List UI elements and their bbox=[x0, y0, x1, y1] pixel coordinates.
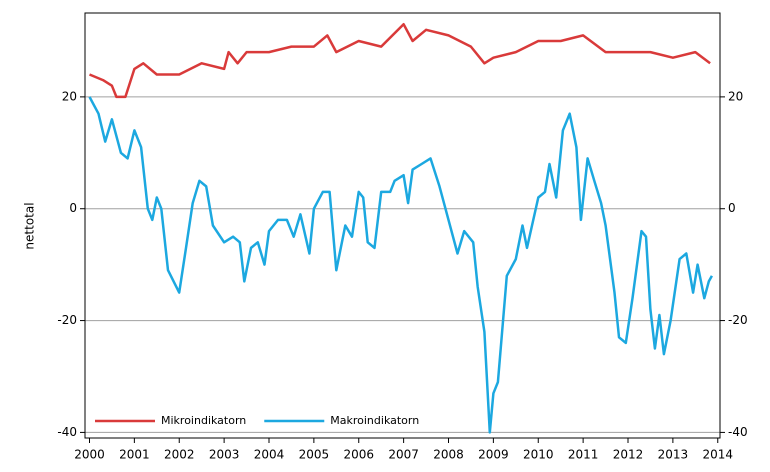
x-tick-label: 2013 bbox=[658, 448, 689, 462]
x-tick-label: 2011 bbox=[568, 448, 599, 462]
legend-label: Mikroindikatorn bbox=[161, 414, 246, 427]
x-tick-label: 2010 bbox=[523, 448, 554, 462]
y2-tick-label: -40 bbox=[728, 425, 748, 439]
x-tick-label: 2003 bbox=[209, 448, 240, 462]
y2-tick-label: -20 bbox=[728, 313, 748, 327]
x-tick-label: 2002 bbox=[164, 448, 195, 462]
x-tick-label: 2006 bbox=[343, 448, 374, 462]
y-tick-label: -20 bbox=[57, 313, 77, 327]
x-tick-label: 2000 bbox=[74, 448, 105, 462]
x-tick-label: 2007 bbox=[388, 448, 419, 462]
y2-tick-label: 20 bbox=[728, 89, 743, 103]
y-axis-label: nettotal bbox=[23, 202, 37, 249]
x-tick-label: 2009 bbox=[478, 448, 509, 462]
y-tick-label: -40 bbox=[57, 425, 77, 439]
series-line bbox=[89, 22, 711, 99]
y-tick-label: 20 bbox=[62, 89, 77, 103]
plot-frame bbox=[84, 12, 721, 439]
series-line bbox=[88, 96, 713, 434]
legend-label: Makroindikatorn bbox=[330, 414, 419, 427]
y2-tick-label: 0 bbox=[728, 201, 736, 215]
x-tick-label: 2014 bbox=[702, 448, 733, 462]
x-tick-label: 2004 bbox=[254, 448, 285, 462]
y-tick-label: 0 bbox=[69, 201, 77, 215]
x-tick-label: 2001 bbox=[119, 448, 150, 462]
x-tick-label: 2005 bbox=[299, 448, 330, 462]
x-tick-label: 2012 bbox=[613, 448, 644, 462]
x-tick-label: 2008 bbox=[433, 448, 464, 462]
